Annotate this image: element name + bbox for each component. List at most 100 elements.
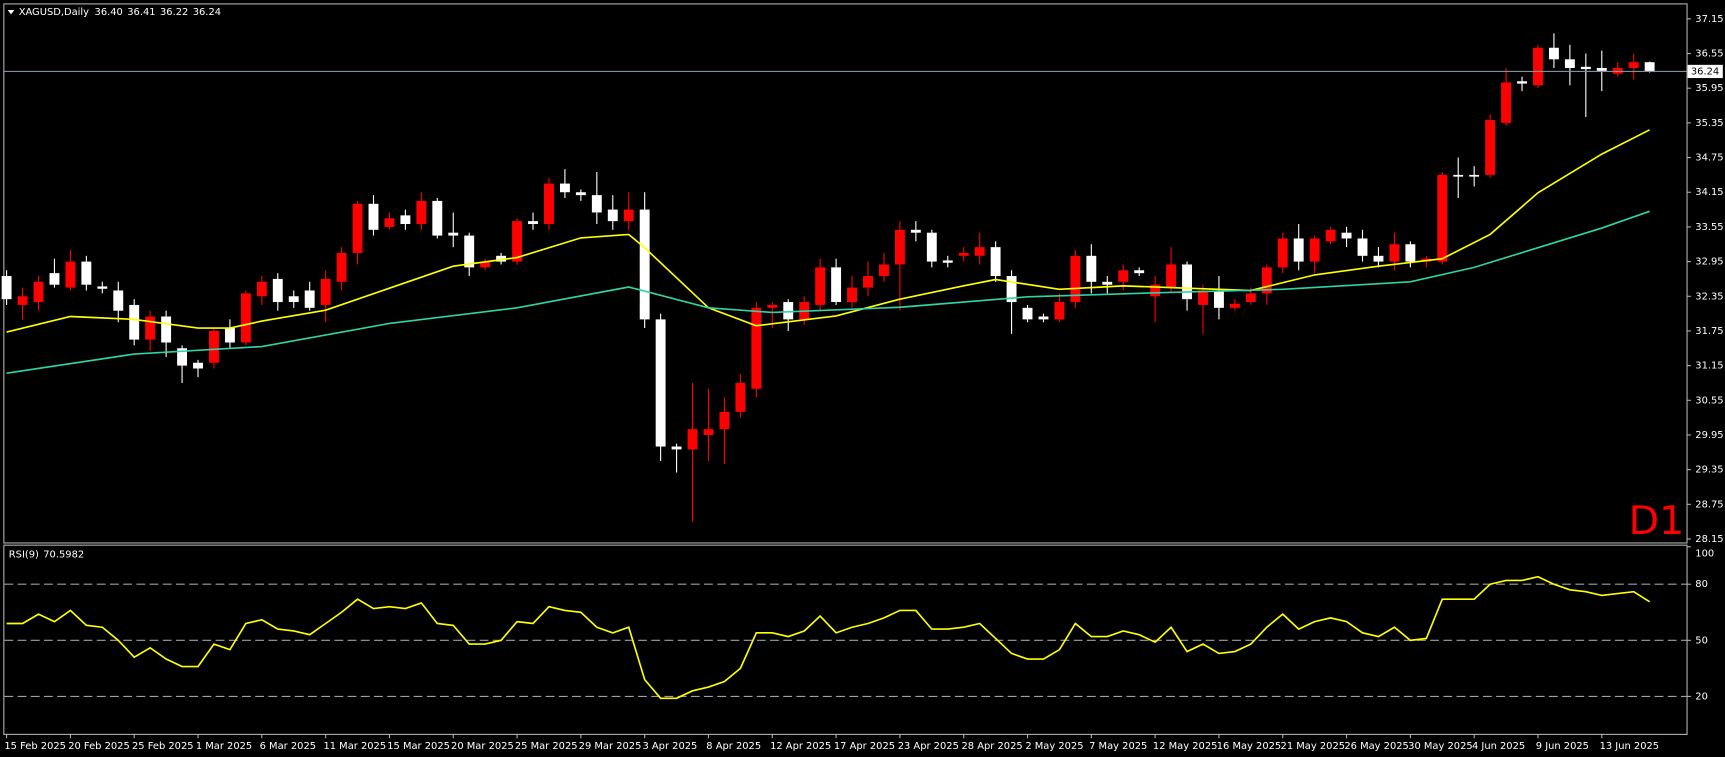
y-tick-label: 35.35 — [1695, 118, 1723, 129]
candle-body — [751, 307, 762, 389]
candle-body — [735, 382, 746, 412]
candle-body — [224, 328, 235, 343]
candle-body — [1309, 238, 1320, 262]
candle-body — [145, 316, 156, 340]
candle-body — [49, 273, 60, 285]
header-close: 36.24 — [193, 7, 221, 18]
candle-body — [1644, 62, 1655, 72]
candle-body — [1, 276, 12, 300]
candle-body — [161, 316, 172, 343]
header-low: 36.22 — [160, 7, 188, 18]
candle-body — [847, 287, 857, 303]
y-tick-label: 29.35 — [1695, 465, 1723, 476]
candle-body — [1548, 47, 1559, 60]
candle-body — [831, 267, 842, 303]
x-tick-label: 1 Mar 2025 — [196, 741, 252, 752]
x-tick-label: 26 May 2025 — [1344, 741, 1409, 752]
price-header: XAGUSD,Daily 36.40 36.41 36.22 36.24 — [19, 7, 221, 18]
candle-body — [496, 255, 507, 262]
x-tick-label: 7 May 2025 — [1089, 741, 1147, 752]
candle-body — [1198, 290, 1208, 305]
candle-body — [767, 304, 778, 308]
candle-body — [320, 278, 331, 305]
candle-body — [926, 232, 937, 262]
candle-body — [639, 209, 650, 320]
candle-body — [1102, 281, 1113, 285]
x-tick-label: 28 Apr 2025 — [962, 741, 1023, 752]
candle-body — [209, 330, 219, 363]
candle-body — [1405, 244, 1416, 262]
y-tick-label: 35.95 — [1695, 83, 1723, 94]
candle-body — [1389, 244, 1400, 262]
candle-body — [671, 446, 682, 450]
candle-body — [336, 252, 347, 282]
price-pane-border — [3, 3, 1688, 544]
candle-body — [97, 286, 108, 289]
x-tick-label: 6 Mar 2025 — [260, 741, 316, 752]
candle-body — [33, 281, 44, 303]
candle-body — [304, 290, 315, 308]
x-tick-label: 11 Mar 2025 — [323, 741, 386, 752]
candle-body — [1325, 229, 1336, 242]
candle-body — [575, 192, 586, 196]
candle-body — [240, 293, 251, 343]
y-tick-label: 30.55 — [1695, 395, 1723, 406]
candle-body — [1166, 264, 1177, 288]
candle-body — [1086, 255, 1097, 282]
rsi-title: RSI(9) — [9, 550, 39, 561]
rsi-header: RSI(9) 70.5982 — [9, 550, 84, 561]
candle-body — [65, 261, 76, 288]
candle-body — [193, 362, 203, 369]
candle-body — [1564, 59, 1575, 68]
candle-body — [528, 221, 538, 225]
current-price-label: 36.24 — [1691, 66, 1719, 77]
candle-body — [1182, 264, 1192, 300]
candle-body — [1596, 67, 1607, 71]
x-tick-label: 30 May 2025 — [1408, 741, 1473, 752]
x-tick-label: 16 May 2025 — [1217, 741, 1281, 752]
candle-body — [1517, 81, 1527, 84]
candle-body — [432, 200, 443, 236]
candle-body — [607, 209, 618, 222]
candle-body — [17, 296, 28, 305]
y-tick-label: 34.75 — [1695, 153, 1723, 164]
candle-body — [480, 261, 491, 268]
candle-body — [958, 252, 969, 256]
y-tick-label: 32.35 — [1695, 291, 1723, 302]
y-tick-label: 34.15 — [1695, 187, 1723, 198]
candle-body — [815, 267, 826, 305]
header-high: 36.41 — [127, 7, 155, 18]
candle-body — [910, 229, 921, 233]
candle-body — [464, 235, 475, 268]
candle-body — [1628, 62, 1639, 68]
y-tick-label: 36.55 — [1695, 49, 1723, 60]
x-tick-label: 15 Feb 2025 — [4, 741, 66, 752]
candle-body — [1357, 238, 1368, 256]
candle-body — [1437, 174, 1448, 262]
candle-body — [272, 278, 283, 303]
candle-body — [368, 203, 379, 230]
candle-body — [81, 261, 92, 285]
y-tick-label: 31.15 — [1695, 361, 1723, 372]
candle-body — [256, 281, 267, 297]
candle-body — [1341, 232, 1352, 239]
candle-body — [1261, 267, 1272, 294]
candle-body — [1501, 82, 1512, 123]
candle-body — [1070, 255, 1081, 303]
candle-body — [1453, 174, 1464, 177]
x-tick-label: 15 Mar 2025 — [387, 741, 450, 752]
candle-body — [894, 229, 905, 265]
candle-body — [942, 260, 953, 263]
candle-body — [1022, 307, 1033, 320]
x-tick-label: 4 Jun 2025 — [1472, 741, 1525, 752]
candle-body — [879, 264, 889, 277]
candle-body — [1134, 270, 1145, 274]
x-tick-label: 25 Mar 2025 — [515, 741, 578, 752]
candle-body — [1038, 316, 1049, 320]
candle-body — [512, 221, 523, 262]
y-tick-label: 80 — [1695, 579, 1708, 590]
candle-body — [719, 411, 730, 430]
collapse-arrow — [7, 9, 15, 15]
